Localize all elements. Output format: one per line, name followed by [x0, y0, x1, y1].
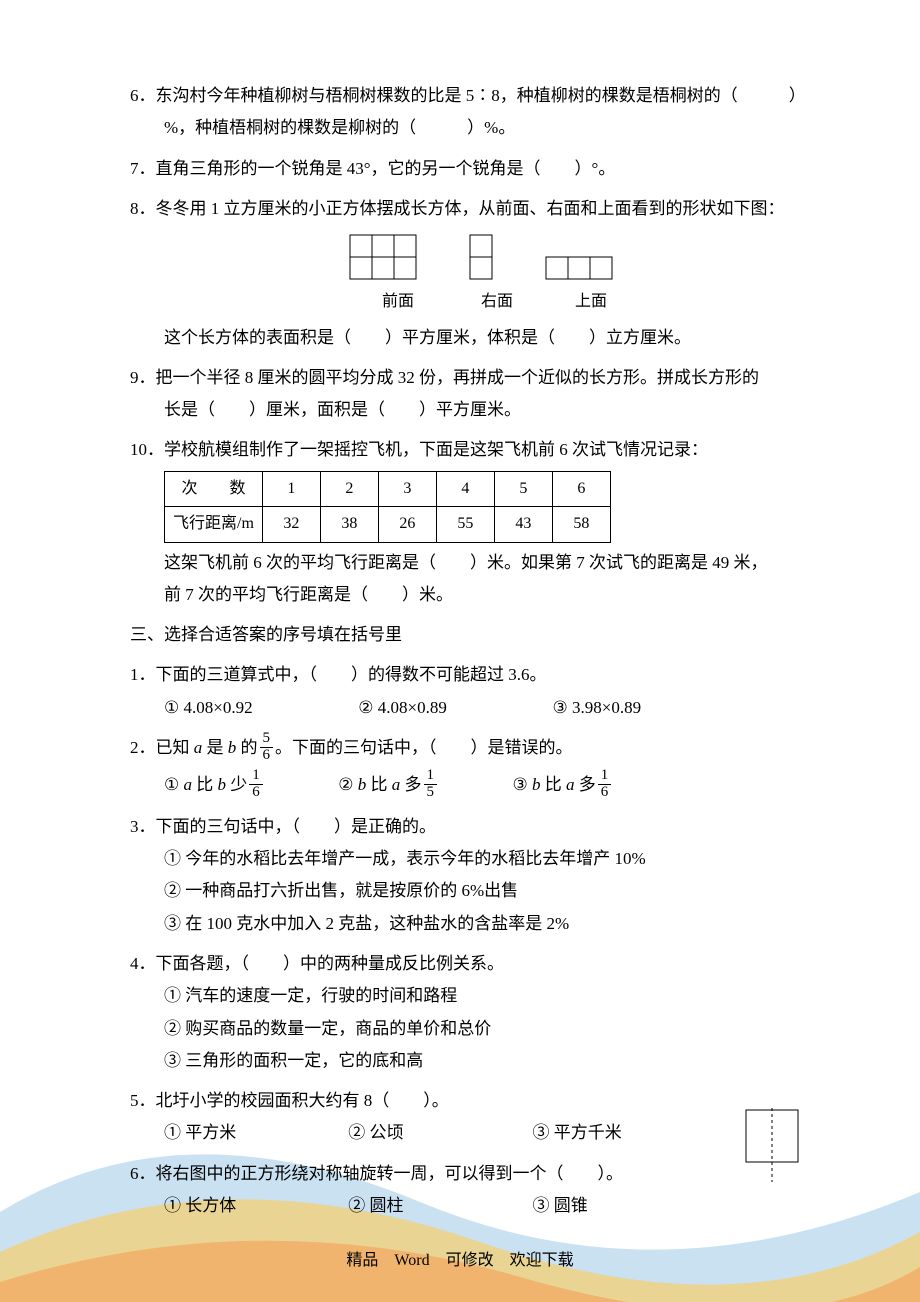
s3q2-pre: 2．已知 — [130, 738, 194, 757]
s3-question-5: 5．北圩小学的校园面积大约有 8（ ）。 ① 平方米 ② 公顷 ③ 平方千米 — [130, 1085, 810, 1150]
var-a: a — [194, 738, 203, 757]
question-7: 7．直角三角形的一个锐角是 43°，它的另一个锐角是（ ）°。 — [130, 153, 810, 185]
q8-view-labels: 前面 右面 上面 — [130, 287, 810, 317]
s3q5-opt-c: ③ 平方千米 — [533, 1117, 683, 1149]
q10-val: 55 — [436, 507, 494, 542]
q10-val: 43 — [494, 507, 552, 542]
frac-5-6: 56 — [260, 731, 274, 764]
s3q6-opts: ① 长方体 ② 圆柱 ③ 圆锥 — [130, 1190, 810, 1222]
q10-val: 32 — [262, 507, 320, 542]
q10-col: 4 — [436, 471, 494, 506]
s3q1-opts: ① 4.08×0.92 ② 4.08×0.89 ③ 3.98×0.89 — [130, 692, 810, 724]
s3q2-tail: 。下面的三句话中，（ ）是错误的。 — [275, 738, 573, 757]
s3q6-opt-a: ① 长方体 — [164, 1190, 344, 1222]
page-footer: 精品 Word 可修改 欢迎下载 — [0, 1246, 920, 1276]
q10-col: 6 — [552, 471, 610, 506]
label-top: 上面 — [541, 287, 641, 317]
q10-val: 26 — [378, 507, 436, 542]
q10-line2: 这架飞机前 6 次的平均飞行距离是（ ）米。如果第 7 次试飞的距离是 49 米… — [130, 547, 810, 579]
s3q6-opt-c: ③ 圆锥 — [533, 1190, 683, 1222]
q8-views — [130, 231, 810, 285]
q9-line2: 长是（ ）厘米，面积是（ ）平方厘米。 — [130, 394, 810, 426]
s3q1-opt-c: ③ 3.98×0.89 — [553, 692, 703, 724]
s3-question-2: 2．已知 a 是 b 的56。下面的三句话中，（ ）是错误的。 ① a 比 b … — [130, 732, 810, 803]
s3q2-opt-c: ③ b 比 a 多16 — [513, 769, 663, 802]
s3q1-text: 1．下面的三道算式中，（ ）的得数不可能超过 3.6。 — [130, 659, 810, 691]
q10-line1: 10．学校航模组制作了一架摇控飞机，下面是这架飞机前 6 次试飞情况记录： — [130, 434, 810, 466]
s3q4-text: 4．下面各题，（ ）中的两种量成反比例关系。 — [130, 948, 810, 980]
q10-col: 5 — [494, 471, 552, 506]
s3q2-opts: ① a 比 b 少16 ② b 比 a 多15 ③ b 比 a 多16 — [130, 769, 810, 802]
table-row: 飞行距离/m 32 38 26 55 43 58 — [165, 507, 611, 542]
label-right: 右面 — [457, 287, 537, 317]
s3q3-o1: ① 今年的水稻比去年增产一成，表示今年的水稻比去年增产 10% — [130, 843, 810, 875]
s3-question-1: 1．下面的三道算式中，（ ）的得数不可能超过 3.6。 ① 4.08×0.92 … — [130, 659, 810, 724]
s3q5-opt-a: ① 平方米 — [164, 1117, 344, 1149]
q9-line1: 9．把一个半径 8 厘米的圆平均分成 32 份，再拼成一个近似的长方形。拼成长方… — [130, 362, 810, 394]
question-6: 6．东沟村今年种植柳树与梧桐树棵数的比是 5∶8，种植柳树的棵数是梧桐树的（ ）… — [130, 80, 810, 145]
q10-val: 38 — [320, 507, 378, 542]
s3q2-text: 2．已知 a 是 b 的56。下面的三句话中，（ ）是错误的。 — [130, 732, 810, 765]
q8-line2: 这个长方体的表面积是（ ）平方厘米，体积是（ ）立方厘米。 — [130, 322, 810, 354]
q10-col: 2 — [320, 471, 378, 506]
label-front: 前面 — [343, 287, 453, 317]
s3q4-o1: ① 汽车的速度一定，行驶的时间和路程 — [130, 980, 810, 1012]
s3q6-figure — [744, 1108, 800, 1193]
question-9: 9．把一个半径 8 厘米的圆平均分成 32 份，再拼成一个近似的长方形。拼成长方… — [130, 362, 810, 427]
s3q2-mid: 是 — [202, 738, 228, 757]
s3q6-opt-b: ② 圆柱 — [348, 1190, 528, 1222]
square-rotation-icon — [744, 1108, 800, 1182]
q6-line2: %，种植梧桐树的棵数是柳树的（ ）%。 — [130, 112, 810, 144]
q10-col: 1 — [262, 471, 320, 506]
s3q3-text: 3．下面的三句话中，（ ）是正确的。 — [130, 811, 810, 843]
s3q3-o3: ③ 在 100 克水中加入 2 克盐，这种盐水的含盐率是 2% — [130, 908, 810, 940]
s3q4-o2: ② 购买商品的数量一定，商品的单价和总价 — [130, 1013, 810, 1045]
s3-question-3: 3．下面的三句话中，（ ）是正确的。 ① 今年的水稻比去年增产一成，表示今年的水… — [130, 811, 810, 940]
frac-1-6b: 16 — [598, 768, 612, 801]
s3q3-o2: ② 一种商品打六折出售，就是按原价的 6%出售 — [130, 875, 810, 907]
q6-line1: 6．东沟村今年种植柳树与梧桐树棵数的比是 5∶8，种植柳树的棵数是梧桐树的（ ） — [130, 80, 810, 112]
frac-1-5: 15 — [424, 768, 438, 801]
q10-header-label: 次 数 — [165, 471, 263, 506]
question-8: 8．冬冬用 1 立方厘米的小正方体摆成长方体，从前面、右面和上面看到的形状如下图… — [130, 193, 810, 354]
frac-1-6: 16 — [249, 768, 263, 801]
s3q1-opt-a: ① 4.08×0.92 — [164, 692, 354, 724]
s3q5-opt-b: ② 公顷 — [348, 1117, 528, 1149]
q7-text: 7．直角三角形的一个锐角是 43°，它的另一个锐角是（ ）°。 — [130, 153, 810, 185]
q10-val: 58 — [552, 507, 610, 542]
s3q5-text: 5．北圩小学的校园面积大约有 8（ ）。 — [130, 1085, 810, 1117]
var-b: b — [228, 738, 237, 757]
s3q4-o3: ③ 三角形的面积一定，它的底和高 — [130, 1045, 810, 1077]
q10-table: 次 数 1 2 3 4 5 6 飞行距离/m 32 38 26 55 43 58 — [164, 471, 611, 543]
q10-col: 3 — [378, 471, 436, 506]
section-3-title: 三、选择合适答案的序号填在括号里 — [130, 619, 810, 651]
table-row: 次 数 1 2 3 4 5 6 — [165, 471, 611, 506]
s3q1-opt-b: ② 4.08×0.89 — [358, 692, 548, 724]
s3-question-4: 4．下面各题，（ ）中的两种量成反比例关系。 ① 汽车的速度一定，行驶的时间和路… — [130, 948, 810, 1077]
s3-question-6: 6．将右图中的正方形绕对称轴旋转一周，可以得到一个（ ）。 ① 长方体 ② 圆柱… — [130, 1158, 810, 1223]
s3q6-text: 6．将右图中的正方形绕对称轴旋转一周，可以得到一个（ ）。 — [130, 1158, 810, 1190]
s3q5-opts: ① 平方米 ② 公顷 ③ 平方千米 — [130, 1117, 810, 1149]
q8-line1: 8．冬冬用 1 立方厘米的小正方体摆成长方体，从前面、右面和上面看到的形状如下图… — [130, 193, 810, 225]
s3q2-post: 的 — [236, 738, 257, 757]
s3q2-opt-a: ① a 比 b 少16 — [164, 769, 334, 802]
q8-views-svg — [290, 231, 650, 285]
q10-row-label: 飞行距离/m — [165, 507, 263, 542]
s3q2-opt-b: ② b 比 a 多15 — [338, 769, 508, 802]
q10-line3: 前 7 次的平均飞行距离是（ ）米。 — [130, 579, 810, 611]
question-10: 10．学校航模组制作了一架摇控飞机，下面是这架飞机前 6 次试飞情况记录： 次 … — [130, 434, 810, 611]
